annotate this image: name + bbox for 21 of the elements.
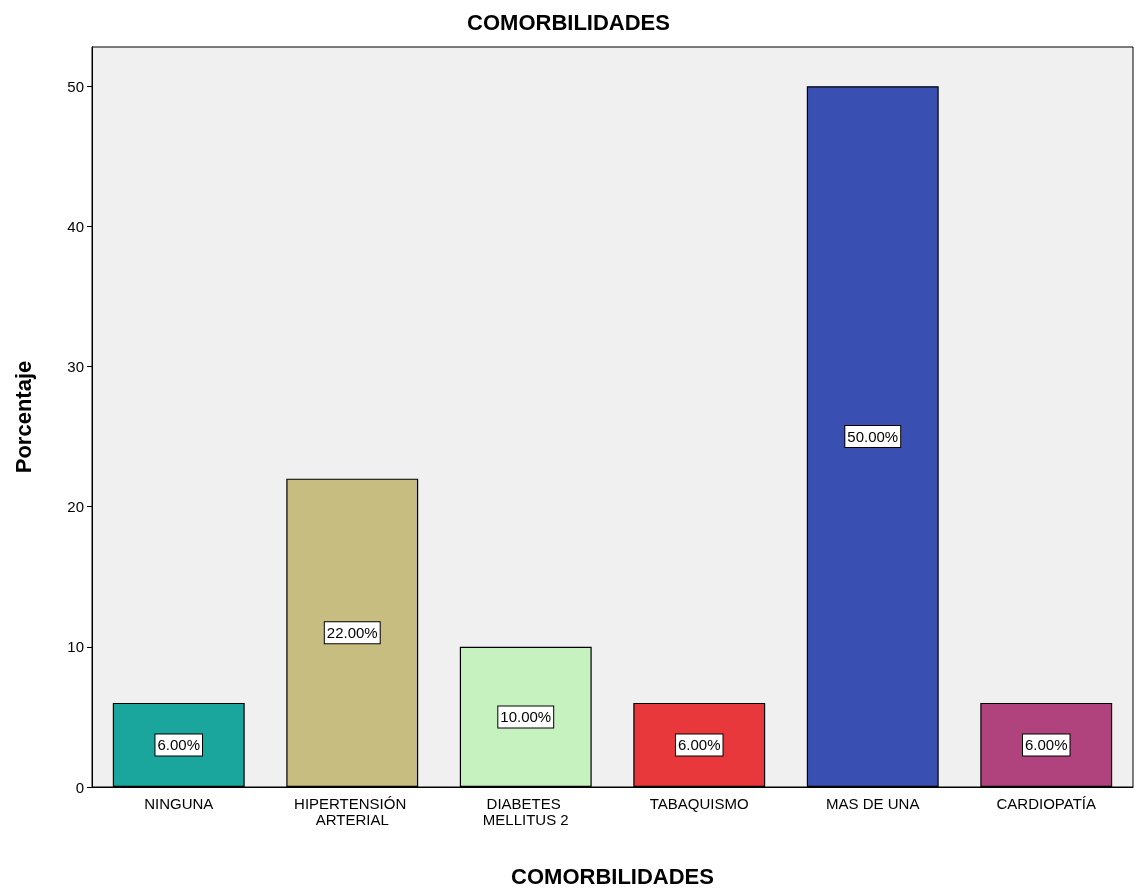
x-tick-label: CARDIOPATÍA — [996, 794, 1096, 812]
data-label: 6.00% — [677, 736, 721, 754]
data-label: 10.00% — [500, 708, 552, 726]
x-tick-label: DIABETES MELLITUS 2 — [482, 794, 569, 828]
data-label: 50.00% — [847, 428, 899, 446]
x-tick-label: HIPERTENSIÓN ARTERIAL — [294, 794, 411, 828]
y-tick-label: 0 — [75, 778, 84, 796]
x-tick-label: MAS DE UNA — [826, 794, 920, 812]
data-label: 6.00% — [157, 736, 201, 754]
y-axis-title: Porcentaje — [10, 360, 36, 474]
x-tick-label: TABAQUISMO — [649, 794, 749, 812]
y-tick-label: 40 — [67, 217, 84, 235]
x-axis-title: COMORBILIDADES — [511, 863, 714, 889]
y-tick-label: 50 — [67, 77, 84, 95]
data-label: 6.00% — [1024, 736, 1068, 754]
data-label: 22.00% — [326, 624, 378, 642]
x-tick-label: NINGUNA — [144, 794, 214, 812]
y-tick-label: 10 — [67, 638, 84, 656]
y-tick-label: 30 — [67, 358, 84, 376]
y-tick-label: 20 — [67, 498, 84, 516]
chart-title: COMORBILIDADES — [467, 9, 670, 35]
